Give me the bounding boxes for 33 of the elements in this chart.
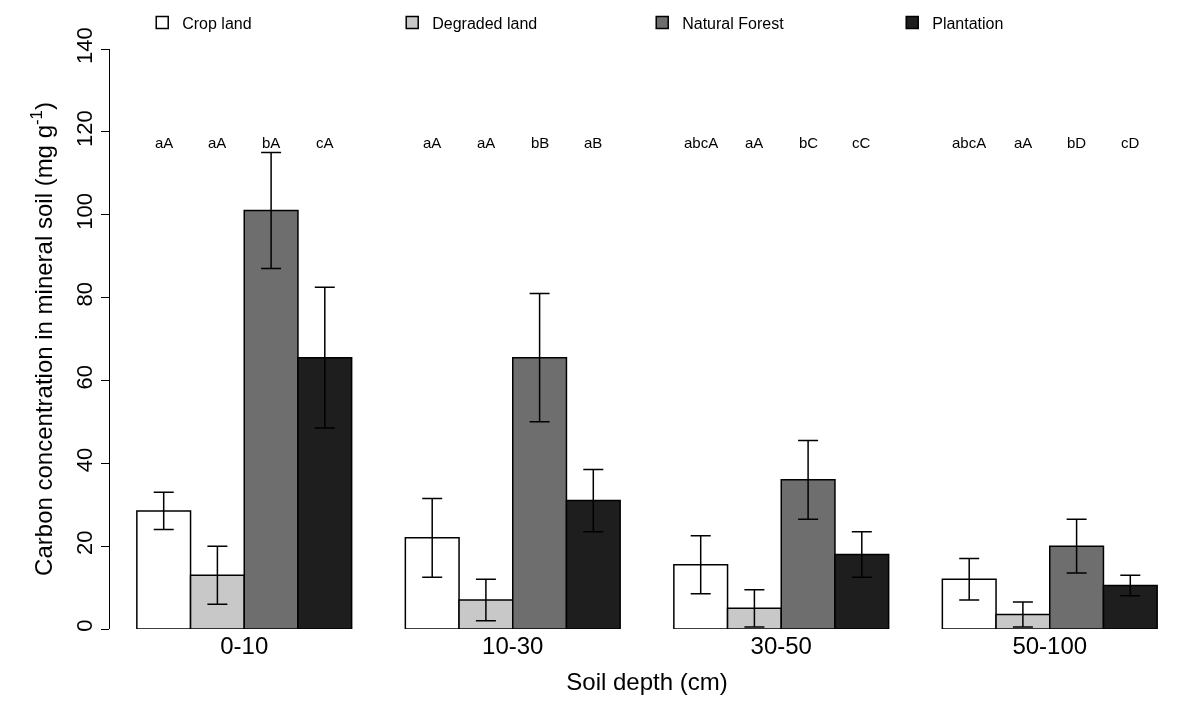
- annotation: bB: [531, 134, 550, 151]
- x-tick-label: 10-30: [482, 632, 544, 659]
- x-axis-title: Soil depth (cm): [566, 668, 728, 696]
- annotation: bC: [799, 134, 819, 151]
- annotation: cD: [1121, 134, 1140, 151]
- annotation: abcA: [684, 134, 719, 151]
- legend-label: Crop land: [182, 14, 252, 32]
- annotation: abcA: [952, 134, 987, 151]
- y-tick-label: 20: [72, 530, 98, 556]
- x-tick-label: 30-50: [750, 632, 812, 659]
- y-tick-label: 120: [72, 110, 98, 147]
- annotation: aB: [584, 134, 603, 151]
- y-tick-label: 0: [72, 619, 98, 632]
- annotation: aA: [1014, 134, 1033, 151]
- annotation: aA: [155, 134, 174, 151]
- annotation: cC: [852, 134, 871, 151]
- annotation: aA: [745, 134, 764, 151]
- legend-label: Plantation: [932, 14, 1004, 32]
- y-tick-label: 80: [72, 282, 98, 307]
- annotation: aA: [423, 134, 442, 151]
- x-tick-label: 50-100: [1012, 632, 1088, 659]
- legend-label: Degraded land: [432, 14, 538, 32]
- y-tick-label: 100: [72, 193, 98, 230]
- y-tick-label: 140: [72, 27, 98, 65]
- y-tick-label: 60: [72, 364, 98, 390]
- annotation: aA: [208, 134, 227, 151]
- annotation: bD: [1067, 134, 1087, 151]
- x-tick-label: 0-10: [220, 632, 269, 659]
- annotation: bA: [262, 134, 281, 151]
- annotation: cA: [316, 134, 334, 151]
- y-tick-label: 40: [72, 447, 98, 473]
- legend-label: Natural Forest: [682, 14, 785, 32]
- annotation: aA: [477, 134, 496, 151]
